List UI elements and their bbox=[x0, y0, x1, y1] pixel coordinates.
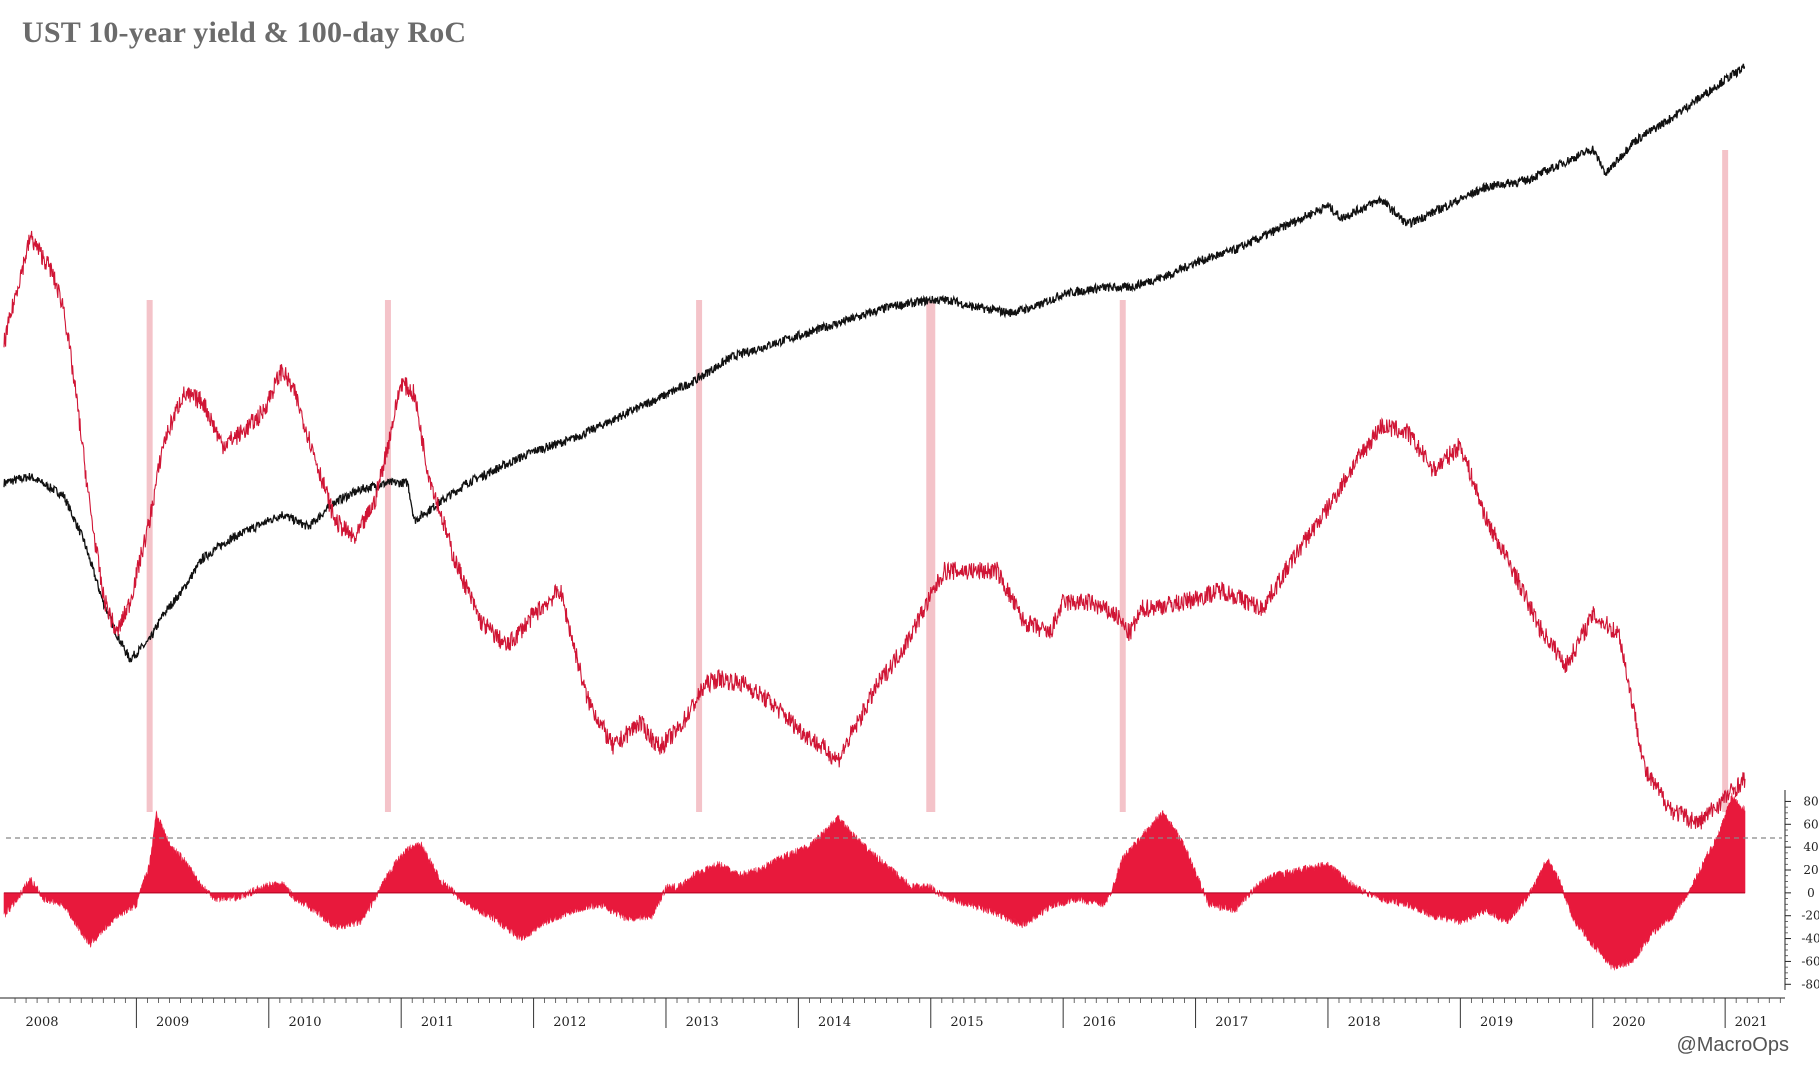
highlight-band-2 bbox=[384, 300, 391, 812]
highlight-bands bbox=[146, 150, 1729, 812]
year-label-2021: 2021 bbox=[1735, 1015, 1768, 1030]
year-label-2009: 2009 bbox=[156, 1015, 189, 1030]
roc-area bbox=[3, 792, 1746, 971]
year-label-2017: 2017 bbox=[1215, 1015, 1248, 1030]
roc-tick-label: 40 bbox=[1803, 840, 1818, 854]
year-label-2012: 2012 bbox=[553, 1015, 586, 1030]
credit-label: @MacroOps bbox=[1676, 1034, 1789, 1056]
series-yield-line bbox=[3, 230, 1746, 830]
roc-tick-label: 60 bbox=[1803, 817, 1818, 831]
chart-title: UST 10-year yield & 100-day RoC bbox=[22, 16, 467, 49]
highlight-band-3 bbox=[696, 300, 703, 812]
year-label-2015: 2015 bbox=[950, 1015, 983, 1030]
roc-tick-label: 80 bbox=[1803, 794, 1818, 808]
year-label-2011: 2011 bbox=[421, 1015, 454, 1030]
highlight-band-4 bbox=[926, 300, 936, 812]
yield-line bbox=[3, 230, 1746, 830]
year-label-2010: 2010 bbox=[288, 1015, 321, 1030]
year-label-2019: 2019 bbox=[1480, 1015, 1513, 1030]
roc-tick-label: -40 bbox=[1801, 932, 1819, 946]
roc-tick-label: -20 bbox=[1801, 909, 1819, 923]
roc-tick-label: 20 bbox=[1803, 863, 1818, 877]
year-label-2008: 2008 bbox=[25, 1015, 58, 1030]
roc-axis: 80 60 40 20 0 -20 -40 -60 -80 bbox=[1784, 790, 1819, 991]
roc-tick-label: -60 bbox=[1801, 954, 1819, 968]
year-label-2014: 2014 bbox=[818, 1015, 851, 1030]
year-label-2020: 2020 bbox=[1612, 1015, 1645, 1030]
series-index-line bbox=[3, 63, 1746, 663]
highlight-band-5 bbox=[1119, 300, 1126, 812]
year-label-2016: 2016 bbox=[1083, 1015, 1116, 1030]
year-label-2018: 2018 bbox=[1348, 1015, 1381, 1030]
year-label-2013: 2013 bbox=[686, 1015, 719, 1030]
index-line bbox=[3, 63, 1746, 663]
roc-tick-label: -80 bbox=[1801, 977, 1819, 991]
highlight-band-6 bbox=[1722, 150, 1729, 812]
highlight-band-1 bbox=[146, 300, 153, 812]
x-axis: 2008 2009 2010 2011 2012 2013 2014 2015 2016 2017… bbox=[0, 997, 1785, 1030]
series-roc-area bbox=[3, 792, 1782, 971]
roc-tick-label: 0 bbox=[1807, 886, 1815, 900]
